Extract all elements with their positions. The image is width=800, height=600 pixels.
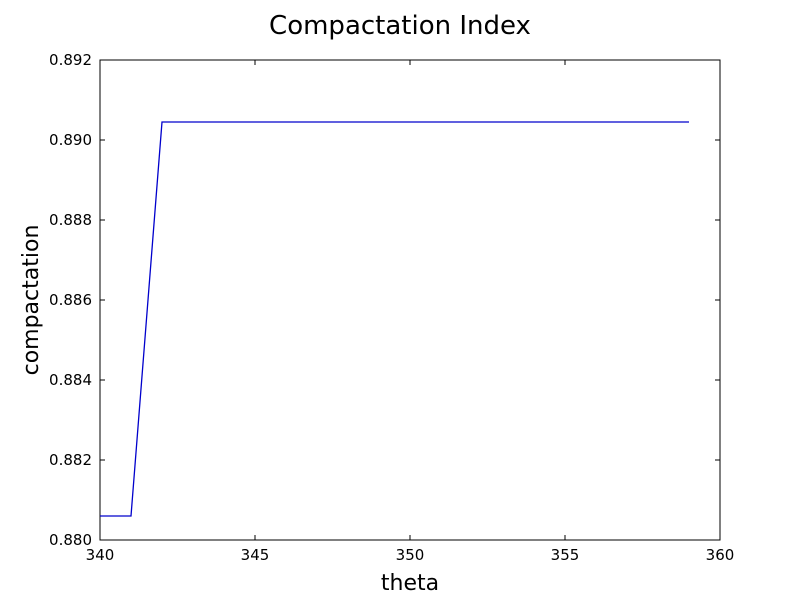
x-axis: 340 345 350 355 360 — [86, 60, 735, 564]
y-tick-label: 0.880 — [49, 531, 92, 549]
x-tick-label: 355 — [551, 546, 580, 564]
y-tick-label: 0.892 — [49, 51, 92, 69]
y-tick-label: 0.882 — [49, 451, 92, 469]
y-axis-label: compactation — [19, 225, 44, 376]
x-tick-label: 345 — [241, 546, 270, 564]
chart-title: Compactation Index — [269, 11, 531, 41]
x-axis-label: theta — [381, 571, 439, 596]
y-tick-label: 0.884 — [49, 371, 92, 389]
x-tick-label: 360 — [706, 546, 735, 564]
y-tick-label: 0.890 — [49, 131, 92, 149]
plot-frame — [99, 59, 721, 541]
series-line — [100, 121, 689, 517]
y-tick-label: 0.886 — [49, 291, 92, 309]
y-tick-label: 0.888 — [49, 211, 92, 229]
x-tick-label: 340 — [86, 546, 115, 564]
series-layer — [100, 121, 689, 517]
y-axis: 0.880 0.882 0.884 0.886 0.888 0.890 0.892 — [49, 51, 720, 549]
x-tick-label: 350 — [396, 546, 425, 564]
